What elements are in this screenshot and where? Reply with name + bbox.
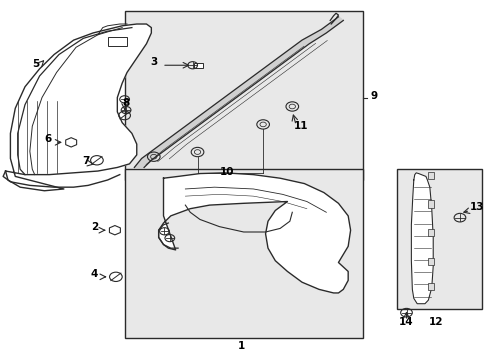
Bar [396,169,481,309]
Text: 11: 11 [294,121,308,131]
Text: 5: 5 [32,59,40,69]
Text: 6: 6 [44,134,52,144]
Text: 3: 3 [150,57,157,67]
Text: 9: 9 [369,91,376,101]
Polygon shape [5,24,151,191]
Bar [124,12,362,180]
Text: 1: 1 [237,341,244,351]
Bar [427,229,433,236]
Polygon shape [134,17,343,167]
Bar [427,172,433,179]
Text: 14: 14 [398,317,413,327]
Text: 4: 4 [91,269,98,279]
Polygon shape [410,173,432,304]
Bar [194,63,203,68]
Bar [427,258,433,265]
Bar [427,201,433,208]
Bar [427,283,433,290]
Polygon shape [158,173,350,293]
Text: 10: 10 [219,167,233,177]
Text: 7: 7 [82,156,89,166]
Text: 2: 2 [91,222,98,232]
Bar [107,37,127,45]
Text: 8: 8 [122,99,129,108]
Text: 12: 12 [427,317,442,327]
Text: 13: 13 [469,202,484,212]
Bar [124,169,362,338]
